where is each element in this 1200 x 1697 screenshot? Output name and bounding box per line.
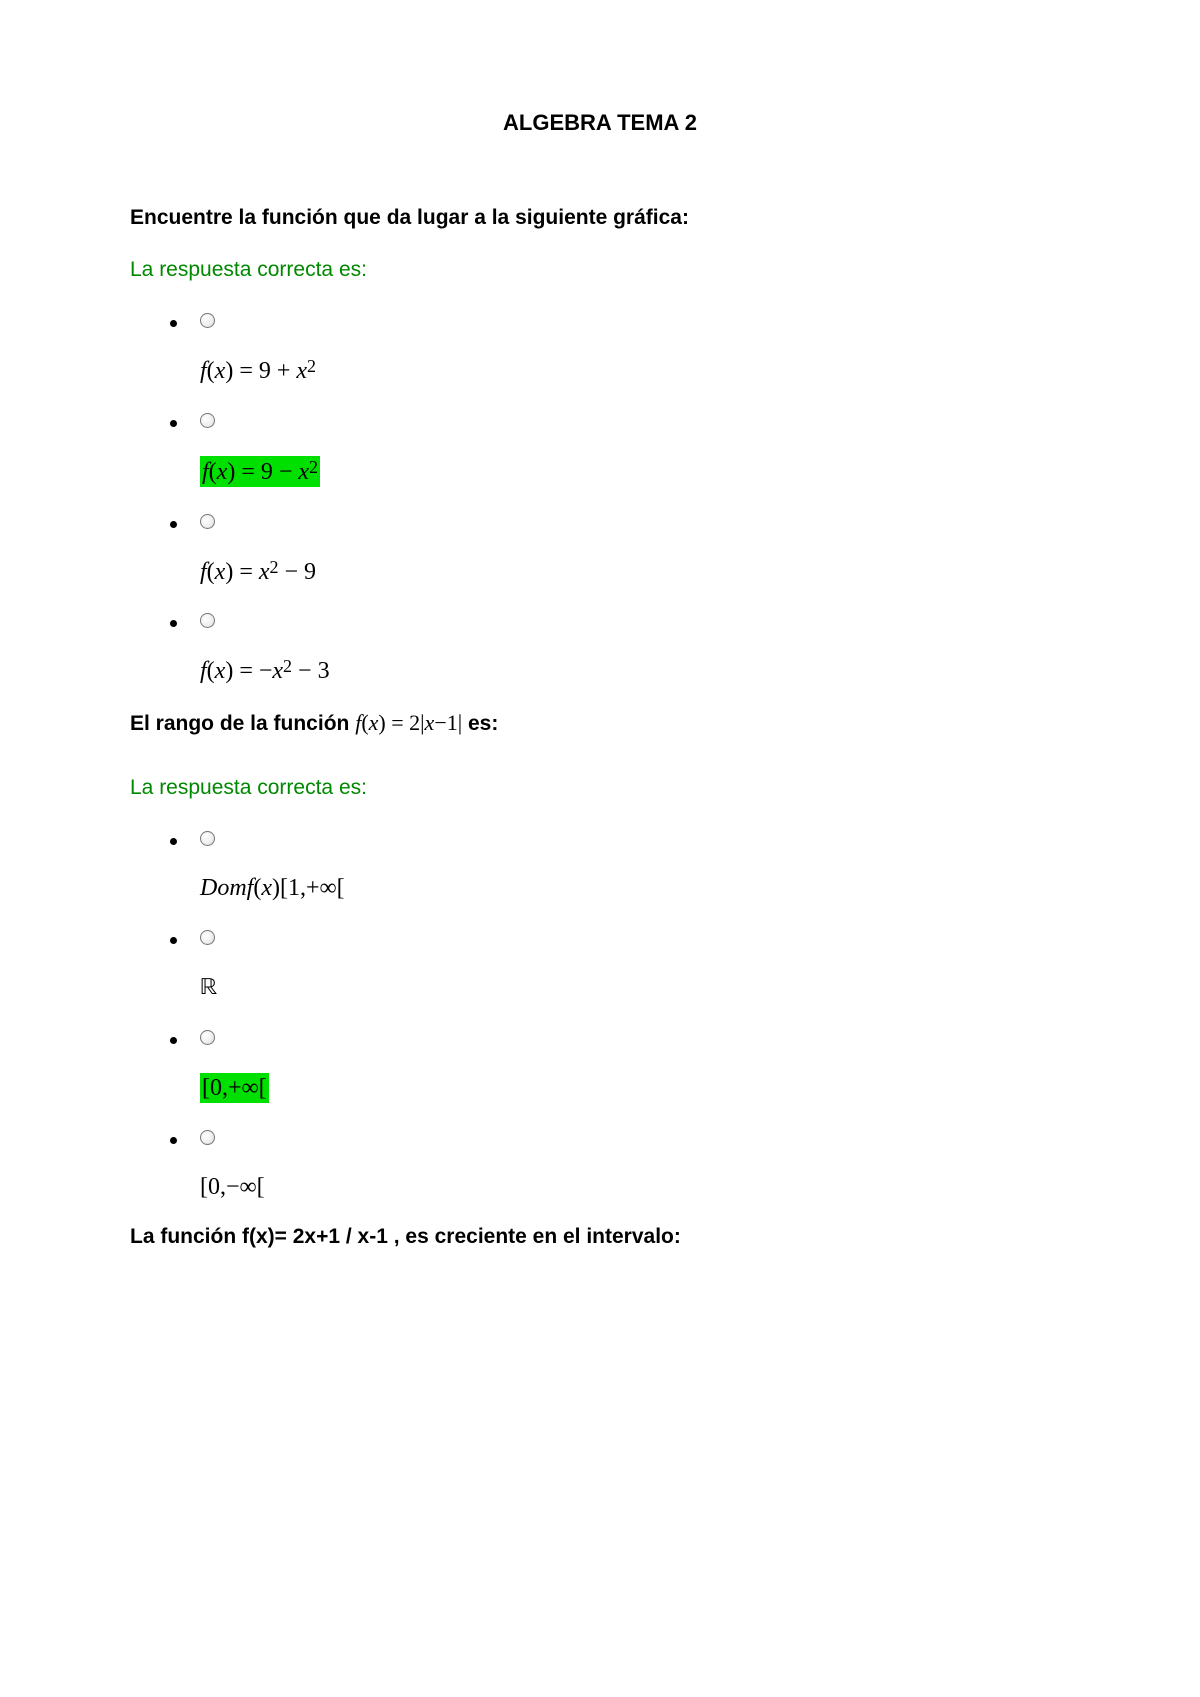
q2-prompt-pre: El rango de la función — [130, 712, 355, 735]
q1-option-formula: f(x) = −x2 − 3 — [200, 656, 1070, 686]
q1-option-formula: f(x) = 9 − x2 — [200, 456, 1070, 487]
document-page: ALGEBRA TEMA 2 Encuentre la función que … — [0, 0, 1200, 1697]
q2-option-formula: [0,−∞[ — [200, 1173, 1070, 1202]
radio-icon[interactable] — [200, 930, 215, 945]
q2-option-formula: Domf(x)[1,+∞[ — [200, 874, 1070, 903]
q2-option: ℝ — [190, 927, 1070, 1003]
q1-option: f(x) = x2 − 9 — [190, 511, 1070, 587]
q2-option: Domf(x)[1,+∞[ — [190, 828, 1070, 903]
q1-prompt: Encuentre la función que da lugar a la s… — [130, 206, 1070, 230]
q2-prompt-formula: f(x) = 2|x−1| — [355, 710, 462, 735]
q1-option: f(x) = 9 + x2 — [190, 310, 1070, 386]
radio-icon[interactable] — [200, 413, 215, 428]
radio-icon[interactable] — [200, 1030, 215, 1045]
radio-icon[interactable] — [200, 613, 215, 628]
q1-options: f(x) = 9 + x2 f(x) = 9 − x2 f(x) = x2 − … — [130, 310, 1070, 686]
radio-icon[interactable] — [200, 1130, 215, 1145]
radio-icon[interactable] — [200, 514, 215, 529]
radio-icon[interactable] — [200, 831, 215, 846]
q2-answer-label: La respuesta correcta es: — [130, 776, 1070, 800]
q1-answer-label: La respuesta correcta es: — [130, 258, 1070, 282]
q2-option-formula: ℝ — [200, 973, 1070, 1003]
q2-prompt-post: es: — [468, 712, 498, 735]
q1-option-formula: f(x) = x2 − 9 — [200, 557, 1070, 587]
q2-option: [0,+∞[ — [190, 1027, 1070, 1103]
radio-icon[interactable] — [200, 313, 215, 328]
q3-prompt: La función f(x)= 2x+1 / x-1 , es crecien… — [130, 1225, 1070, 1249]
q1-option-formula: f(x) = 9 + x2 — [200, 356, 1070, 386]
q1-option: f(x) = 9 − x2 — [190, 410, 1070, 487]
q1-option: f(x) = −x2 − 3 — [190, 610, 1070, 686]
q2-option: [0,−∞[ — [190, 1127, 1070, 1202]
page-title: ALGEBRA TEMA 2 — [130, 110, 1070, 136]
q2-option-formula: [0,+∞[ — [200, 1073, 1070, 1103]
q2-prompt: El rango de la función f(x) = 2|x−1| es: — [130, 710, 1070, 736]
q2-options: Domf(x)[1,+∞[ ℝ [0,+∞[ [0,−∞[ — [130, 828, 1070, 1201]
